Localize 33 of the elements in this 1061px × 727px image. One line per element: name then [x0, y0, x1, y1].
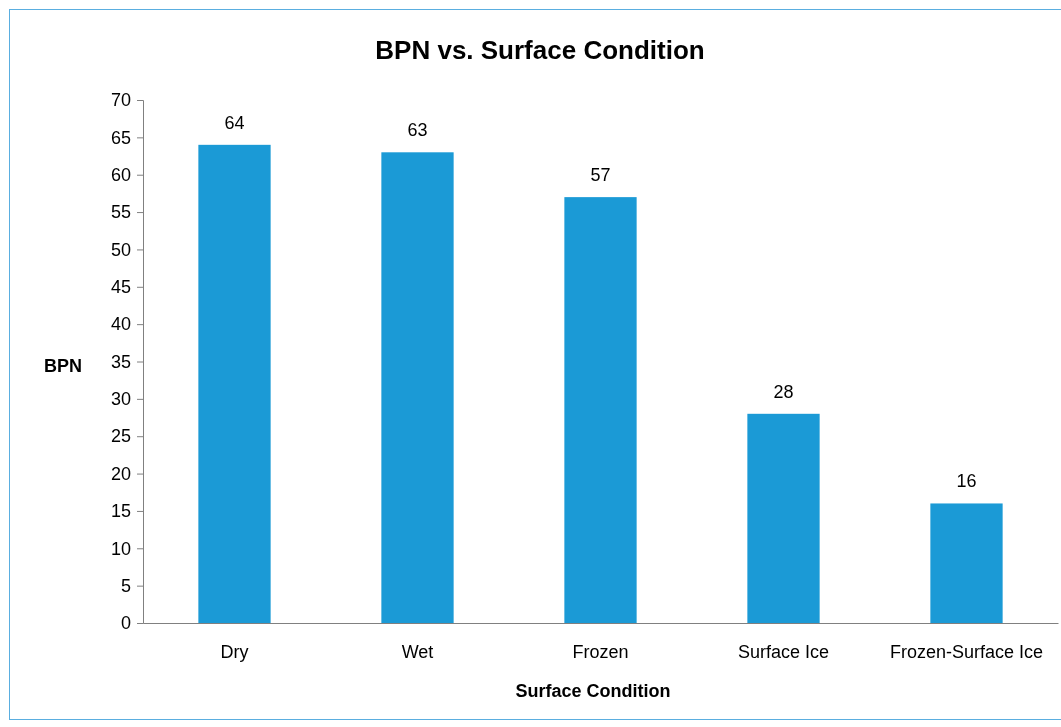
y-tick-label: 40	[110, 314, 131, 335]
x-tick-label: Dry	[220, 641, 249, 662]
bar	[747, 413, 820, 623]
bar	[930, 503, 1003, 623]
x-tick-label: Surface Ice	[737, 641, 830, 662]
y-tick-label: 25	[110, 426, 131, 447]
x-tick-label: Wet	[401, 641, 434, 662]
y-tick-label: 65	[110, 127, 131, 148]
chart-title: BPN vs. Surface Condition	[375, 35, 705, 65]
y-tick-label: 70	[110, 90, 131, 111]
data-label: 63	[407, 120, 428, 141]
y-tick-label: 50	[110, 239, 131, 260]
x-tick-label: Frozen-Surface Ice	[889, 641, 1044, 662]
y-tick-label: 5	[120, 575, 131, 596]
y-tick-label: 45	[110, 277, 131, 298]
y-tick-label: 15	[110, 501, 131, 522]
data-label: 16	[956, 471, 977, 492]
y-tick-label: 55	[110, 202, 131, 223]
bar	[198, 144, 271, 623]
y-axis-title: BPN	[43, 356, 83, 376]
bar	[564, 197, 637, 623]
y-tick-label: 20	[110, 463, 131, 484]
data-label: 57	[590, 165, 611, 186]
x-tick-label: Frozen	[572, 641, 629, 662]
data-label: 64	[224, 112, 245, 133]
y-tick-label: 30	[110, 389, 131, 410]
data-label: 28	[773, 381, 794, 402]
y-tick-label: 0	[120, 613, 131, 634]
y-tick-label: 60	[110, 164, 131, 185]
x-axis-title: Surface Condition	[515, 681, 671, 701]
y-tick-label: 10	[110, 538, 131, 559]
y-tick-label: 35	[110, 351, 131, 372]
bar	[381, 152, 454, 623]
